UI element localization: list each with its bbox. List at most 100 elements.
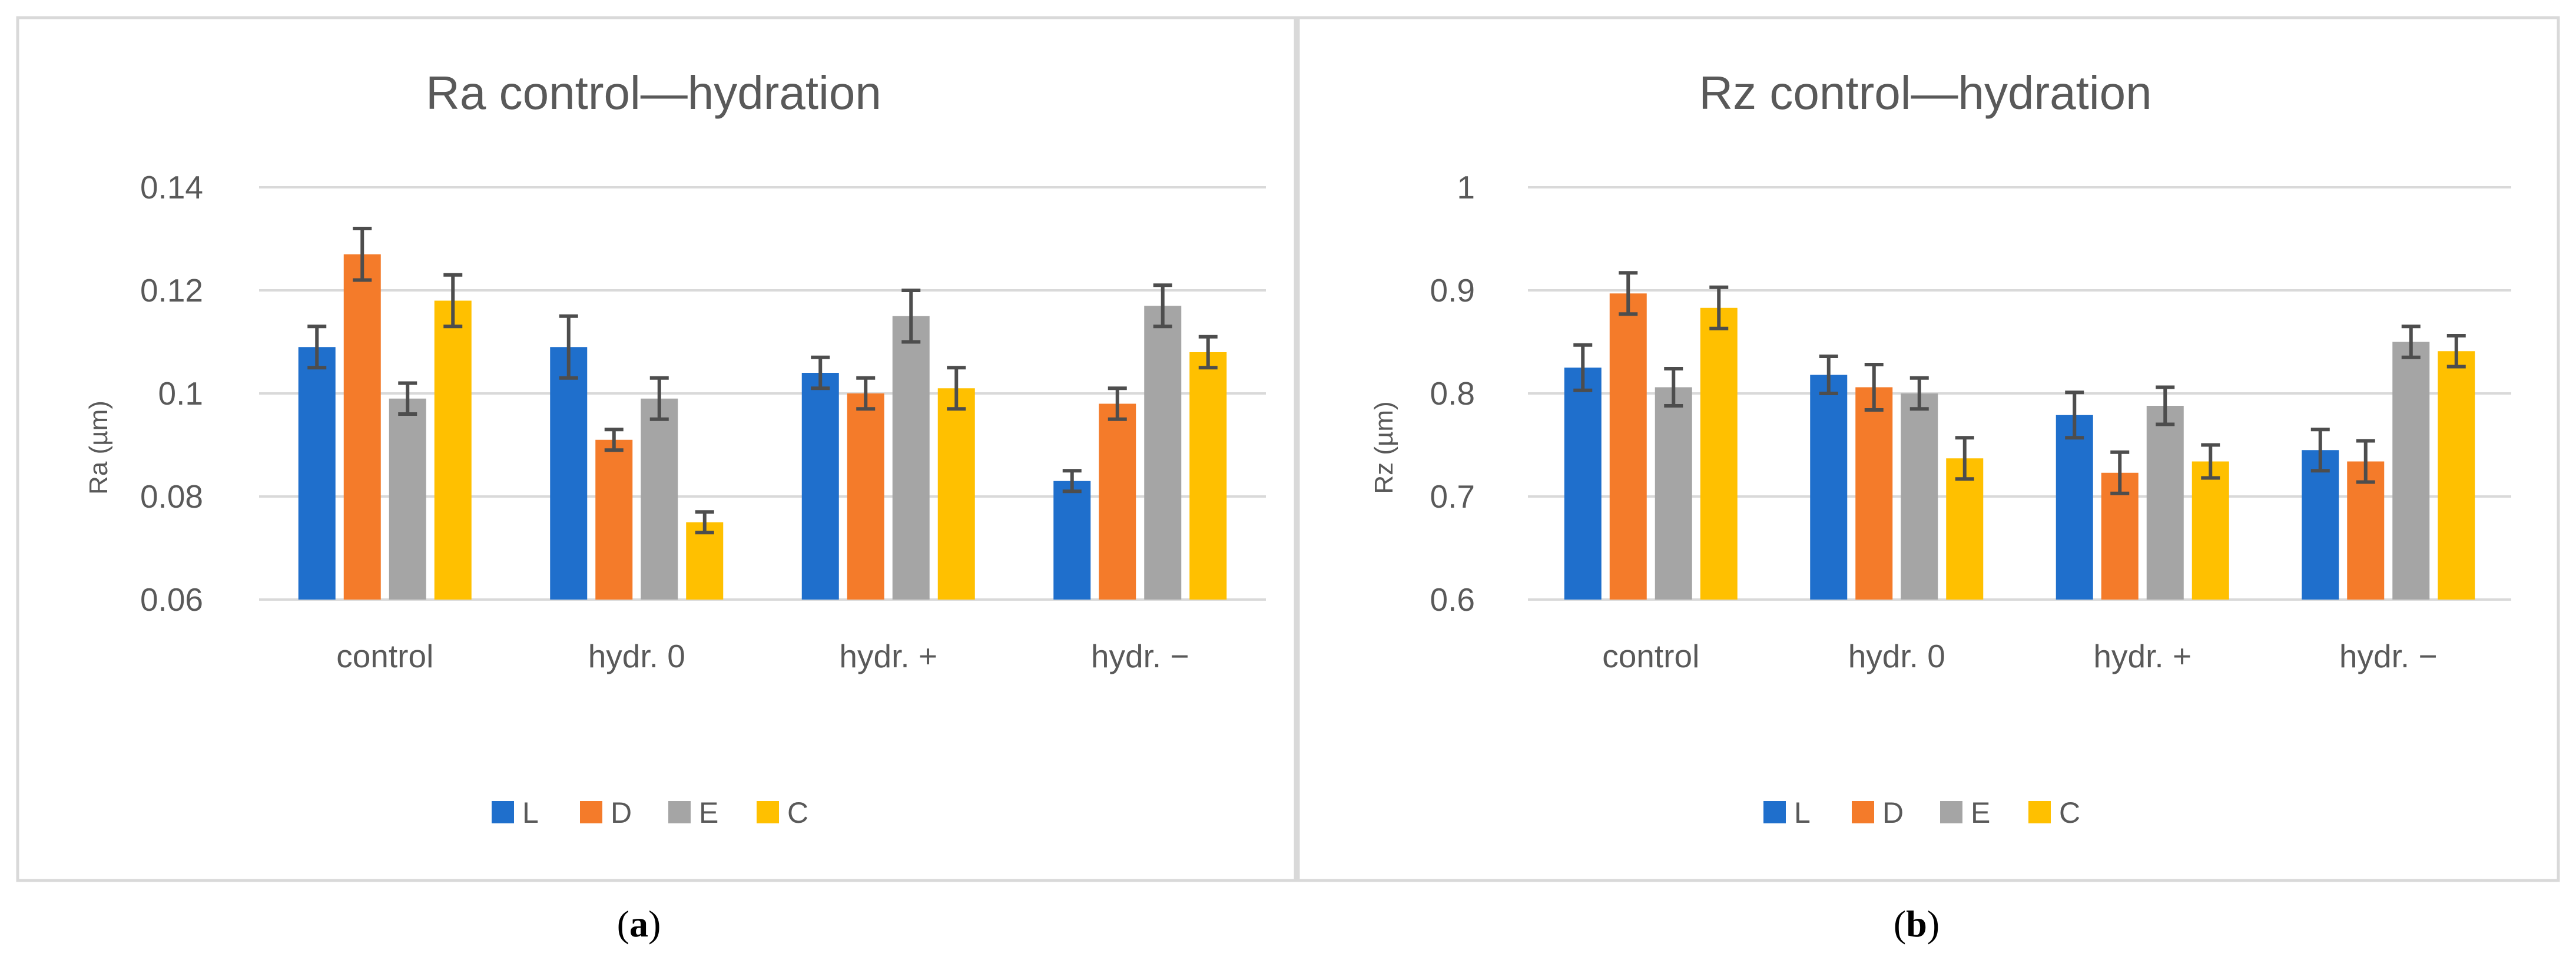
bars-ra bbox=[298, 254, 1227, 600]
bar-E-3 bbox=[2146, 406, 2184, 600]
y-tick-label: 0.1 bbox=[158, 375, 203, 412]
bar-C-1 bbox=[434, 300, 472, 600]
chart-title-rz: Rz control—hydration bbox=[1699, 67, 2151, 119]
y-axis-label-rz: Rz (µm) bbox=[1370, 401, 1398, 494]
y-tick-label: 0.9 bbox=[1430, 272, 1475, 309]
error-bar-C-4 bbox=[2446, 334, 2466, 369]
legend-label-L: L bbox=[1794, 796, 1811, 829]
legend-swatch-C bbox=[757, 801, 779, 823]
error-bar-C-1 bbox=[1709, 285, 1729, 330]
x-category-label: control bbox=[336, 638, 433, 674]
bar-C-3 bbox=[2192, 461, 2229, 600]
error-bar-C-2 bbox=[695, 510, 714, 535]
bars-rz bbox=[1564, 293, 2475, 600]
gridlines-ra bbox=[259, 186, 1266, 601]
bar-D-1 bbox=[343, 254, 381, 600]
error-bar-D-4 bbox=[2356, 439, 2375, 484]
error-bar-D-4 bbox=[1108, 386, 1127, 421]
legend-swatch-L bbox=[1763, 801, 1786, 823]
error-bar-D-3 bbox=[856, 376, 876, 411]
y-tick-label: 1 bbox=[1457, 169, 1475, 206]
bar-L-1 bbox=[298, 347, 336, 600]
legend-label-E: E bbox=[699, 796, 718, 829]
chart-panel-rz: Rz control—hydration 0.6 0.7 0.8 0.9 1 Rz (µ… bbox=[1297, 16, 2560, 882]
x-category-label: hydr. + bbox=[839, 638, 937, 674]
chart-panel-ra: Ra control—hydration 0.06 0.08 0.1 0.12 0.14… bbox=[16, 16, 1297, 882]
legend-swatch-E bbox=[668, 801, 691, 823]
bar-D-4 bbox=[1099, 403, 1136, 600]
error-bar-D-3 bbox=[2110, 450, 2130, 495]
x-category-label: hydr. 0 bbox=[1848, 638, 1945, 674]
bar-L-4 bbox=[2302, 450, 2339, 600]
legend-label-D: D bbox=[611, 796, 632, 829]
caption-a: (a) bbox=[617, 903, 661, 945]
error-bar-L-3 bbox=[811, 355, 830, 390]
error-bar-L-1 bbox=[1573, 343, 1593, 392]
error-bar-L-4 bbox=[2310, 428, 2330, 473]
bar-E-3 bbox=[892, 316, 930, 600]
error-bar-D-2 bbox=[1864, 363, 1884, 412]
error-bar-E-3 bbox=[2156, 385, 2175, 426]
error-bar-L-3 bbox=[2065, 390, 2084, 440]
y-axis-label-ra: Ra (µm) bbox=[84, 400, 113, 495]
error-bar-D-1 bbox=[353, 227, 372, 282]
error-bar-L-4 bbox=[1062, 469, 1082, 494]
error-bar-L-2 bbox=[1819, 355, 1838, 395]
y-tick-label: 0.7 bbox=[1430, 478, 1475, 515]
bar-E-4 bbox=[1144, 306, 1182, 600]
x-category-label: hydr. − bbox=[1091, 638, 1189, 674]
bar-C-1 bbox=[1700, 307, 1738, 600]
legend-label-C: C bbox=[2059, 796, 2080, 829]
error-bar-E-4 bbox=[2401, 325, 2421, 359]
bar-L-3 bbox=[801, 373, 839, 600]
y-tick-label: 0.14 bbox=[140, 169, 203, 206]
legend-swatch-E bbox=[1940, 801, 1962, 823]
error-bar-E-1 bbox=[1664, 367, 1683, 408]
bar-D-2 bbox=[595, 439, 633, 600]
error-bar-L-1 bbox=[307, 325, 327, 370]
bar-D-3 bbox=[847, 393, 884, 600]
x-category-label: hydr. − bbox=[2339, 638, 2438, 674]
y-tick-label: 0.6 bbox=[1430, 581, 1475, 618]
legend-swatch-L bbox=[492, 801, 514, 823]
error-bar-E-2 bbox=[649, 376, 669, 421]
legend-label-L: L bbox=[522, 796, 539, 829]
error-bar-D-2 bbox=[604, 428, 624, 452]
error-bar-C-4 bbox=[1198, 335, 1218, 370]
legend-swatch-C bbox=[2028, 801, 2051, 823]
bar-D-2 bbox=[1855, 387, 1893, 600]
y-tick-labels-ra: 0.06 0.08 0.1 0.12 0.14 bbox=[140, 169, 203, 618]
caption-b-letter: b bbox=[1906, 903, 1927, 945]
error-bar-L-2 bbox=[559, 314, 578, 380]
error-bar-C-3 bbox=[2201, 443, 2220, 480]
x-category-label: hydr. 0 bbox=[588, 638, 685, 674]
y-tick-label: 0.06 bbox=[140, 581, 203, 618]
legend-label-E: E bbox=[1971, 796, 1990, 829]
y-tick-labels-rz: 0.6 0.7 0.8 0.9 1 bbox=[1430, 169, 1475, 618]
error-bars-rz bbox=[1573, 271, 2466, 495]
chart-title-ra: Ra control—hydration bbox=[426, 67, 881, 119]
legend-label-D: D bbox=[1882, 796, 1904, 829]
caption-b: (b) bbox=[1894, 903, 1940, 945]
error-bar-C-1 bbox=[443, 273, 463, 329]
bar-L-3 bbox=[2056, 415, 2093, 600]
error-bar-C-2 bbox=[1955, 436, 1974, 481]
y-tick-label: 0.8 bbox=[1430, 375, 1475, 412]
x-category-label: control bbox=[1602, 638, 1699, 674]
category-labels-ra: control hydr. 0 hydr. + hydr. − bbox=[336, 638, 1189, 674]
bar-C-2 bbox=[1946, 458, 1984, 600]
y-tick-label: 0.12 bbox=[140, 272, 203, 309]
bar-D-1 bbox=[1609, 293, 1647, 600]
x-category-label: hydr. + bbox=[2093, 638, 2192, 674]
error-bar-E-4 bbox=[1153, 283, 1172, 329]
bar-E-4 bbox=[2392, 342, 2430, 600]
error-bar-C-3 bbox=[947, 366, 966, 411]
bar-L-1 bbox=[1564, 368, 1602, 600]
error-bar-E-1 bbox=[398, 381, 417, 416]
bar-L-2 bbox=[550, 347, 588, 600]
bar-D-4 bbox=[2347, 461, 2385, 600]
bar-E-2 bbox=[641, 398, 678, 600]
